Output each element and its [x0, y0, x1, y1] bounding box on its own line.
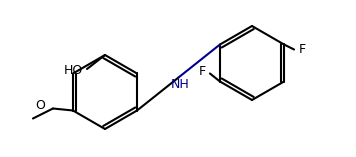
Text: F: F [198, 65, 205, 78]
Text: NH: NH [171, 78, 190, 91]
Text: O: O [35, 99, 45, 112]
Text: F: F [298, 43, 305, 56]
Text: HO: HO [63, 65, 83, 78]
